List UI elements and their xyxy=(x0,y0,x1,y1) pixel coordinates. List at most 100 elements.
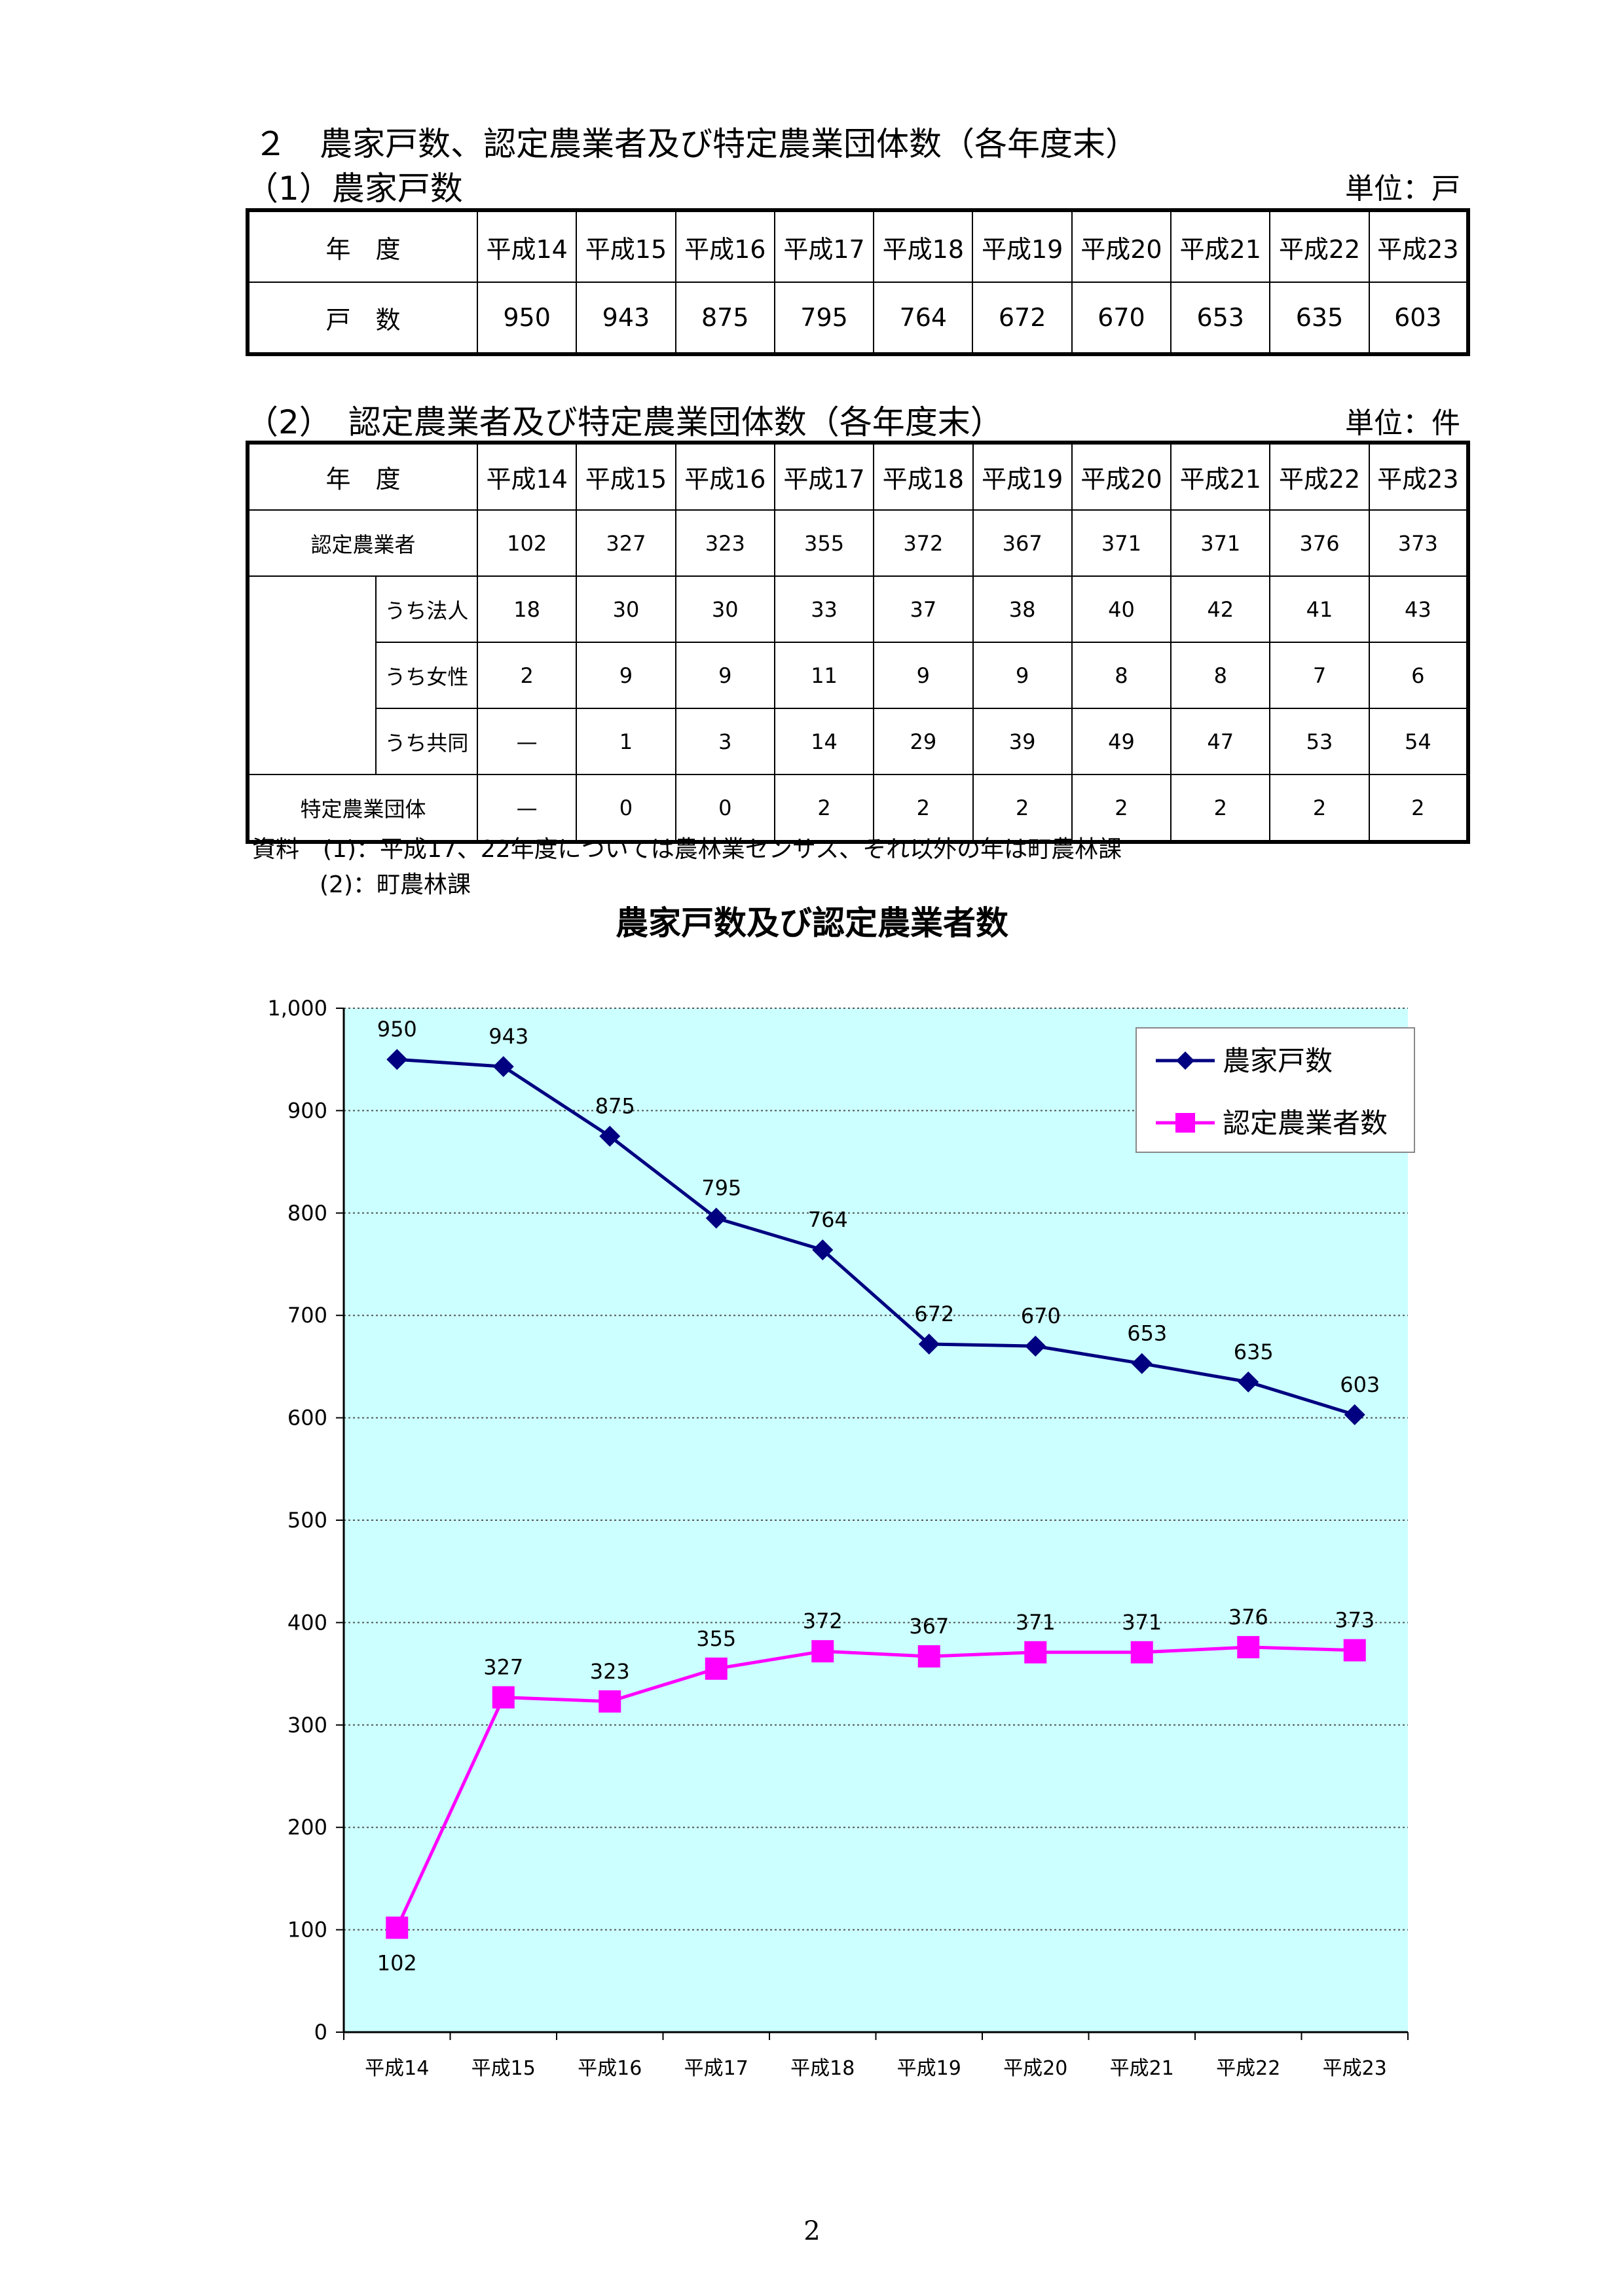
value-cell: 37 xyxy=(873,575,974,643)
year-cell: 平成23 xyxy=(1368,210,1469,283)
x-tick-label: 平成14 xyxy=(365,2057,429,2080)
value-cell: 0 xyxy=(674,774,775,843)
value-cell: 376 xyxy=(1269,509,1370,577)
y-tick-label: 100 xyxy=(287,1918,327,1942)
year-cell: 平成16 xyxy=(674,442,775,511)
data-point xyxy=(386,1916,409,1939)
legend-label: 認定農業者数 xyxy=(1223,1107,1388,1139)
value-cell: 327 xyxy=(576,509,676,577)
year-cell: 平成18 xyxy=(873,442,974,511)
source-note-1: 資料 (1)：平成17、22年度については農林業センサス、それ以外の年は町農林課 xyxy=(252,836,1122,863)
value-cell: 635 xyxy=(1269,282,1370,355)
data-label: 950 xyxy=(377,1017,417,1042)
value-cell: 38 xyxy=(972,575,1073,643)
table-row: 認定農業者 102 327 323 355 372 367 371 371 37… xyxy=(246,509,1469,577)
data-point xyxy=(705,1657,728,1680)
row-label: 特定農業団体 xyxy=(246,774,479,843)
data-point xyxy=(811,1640,834,1663)
y-tick-label: 200 xyxy=(287,1815,327,1840)
value-cell: 2 xyxy=(1071,774,1172,843)
section1-title: （1）農家戸数 xyxy=(246,170,463,208)
value-cell: 49 xyxy=(1071,708,1172,775)
value-cell: 43 xyxy=(1368,575,1469,643)
year-cell: 平成22 xyxy=(1269,210,1370,283)
year-cell: 平成23 xyxy=(1368,442,1469,511)
value-cell: 2 xyxy=(1170,774,1271,843)
value-cell: — xyxy=(477,708,578,775)
row-label: うち女性 xyxy=(375,642,479,709)
year-cell: 平成17 xyxy=(773,442,875,511)
value-cell: 950 xyxy=(476,282,578,355)
table-header-row: 年 度 平成14 平成15 平成16 平成17 平成18 平成19 平成20 平… xyxy=(246,442,1469,511)
value-cell: 9 xyxy=(674,642,775,709)
value-cell: 653 xyxy=(1170,282,1271,355)
data-label: 327 xyxy=(483,1655,523,1680)
certified-farmers-table: 年 度 平成14 平成15 平成16 平成17 平成18 平成19 平成20 平… xyxy=(246,441,1470,844)
section2-title: （2） 認定農業者及び特定農業団体数（各年度末） xyxy=(246,403,1003,441)
data-point xyxy=(1025,1336,1046,1357)
x-tick-label: 平成22 xyxy=(1216,2057,1280,2080)
x-tick-label: 平成15 xyxy=(471,2057,536,2080)
data-label: 367 xyxy=(909,1614,949,1639)
data-label: 670 xyxy=(1021,1303,1061,1328)
value-cell: 795 xyxy=(773,282,875,355)
y-tick-label: 800 xyxy=(287,1201,327,1226)
year-cell: 平成20 xyxy=(1071,442,1172,511)
value-cell: 11 xyxy=(773,642,875,709)
value-cell: 41 xyxy=(1269,575,1370,643)
value-cell: 3 xyxy=(674,708,775,775)
x-tick-label: 平成17 xyxy=(684,2057,748,2080)
data-point xyxy=(812,1239,834,1261)
value-cell: 371 xyxy=(1170,509,1271,577)
data-label: 372 xyxy=(803,1609,843,1633)
value-cell: 764 xyxy=(873,282,974,355)
data-label: 376 xyxy=(1228,1605,1268,1630)
value-cell: 0 xyxy=(576,774,676,843)
data-label: 373 xyxy=(1335,1608,1375,1633)
data-point xyxy=(1131,1353,1153,1374)
value-cell: 9 xyxy=(873,642,974,709)
data-label: 764 xyxy=(808,1207,848,1232)
y-tick-label: 400 xyxy=(287,1610,327,1635)
table-row: 特定農業団体 — 0 0 2 2 2 2 2 2 2 xyxy=(246,774,1469,843)
data-point xyxy=(705,1207,727,1229)
data-point xyxy=(1024,1641,1047,1664)
header-label: 年 度 xyxy=(247,210,478,283)
series-line xyxy=(395,1645,1355,1929)
page-heading: ２ 農家戸数、認定農業者及び特定農業団体数（各年度末） xyxy=(254,125,1138,163)
x-tick-label: 平成16 xyxy=(578,2057,642,2080)
data-label: 102 xyxy=(377,1950,417,1975)
row-label: 認定農業者 xyxy=(246,509,479,577)
farm-households-table: 年 度 平成14 平成15 平成16 平成17 平成18 平成19 平成20 平… xyxy=(246,208,1470,356)
year-cell: 平成19 xyxy=(972,442,1073,511)
data-point xyxy=(1237,1635,1260,1658)
data-label: 672 xyxy=(914,1302,954,1326)
data-point xyxy=(918,1333,940,1355)
value-cell: 47 xyxy=(1170,708,1271,775)
value-cell: 30 xyxy=(674,575,775,643)
year-cell: 平成20 xyxy=(1071,210,1172,283)
legend-label: 農家戸数 xyxy=(1223,1045,1333,1077)
data-point xyxy=(599,1690,621,1713)
data-label: 371 xyxy=(1122,1610,1162,1635)
value-cell: 670 xyxy=(1071,282,1172,355)
x-tick-label: 平成20 xyxy=(1003,2057,1067,2080)
value-cell: 8 xyxy=(1071,642,1172,709)
year-cell: 平成19 xyxy=(972,210,1073,283)
value-cell: 102 xyxy=(477,509,578,577)
value-cell: 39 xyxy=(972,708,1073,775)
y-tick-label: 1,000 xyxy=(267,996,327,1021)
data-label: 875 xyxy=(595,1094,635,1119)
value-cell: 9 xyxy=(576,642,676,709)
y-tick-label: 0 xyxy=(314,2020,327,2045)
value-cell: 2 xyxy=(477,642,578,709)
table-row: うち共同 — 1 3 14 29 39 49 47 53 54 xyxy=(248,708,1469,775)
data-point xyxy=(1130,1641,1153,1664)
value-cell: 29 xyxy=(873,708,974,775)
series-line xyxy=(397,1057,1356,1417)
data-label: 323 xyxy=(590,1659,630,1684)
value-cell: 8 xyxy=(1170,642,1271,709)
year-cell: 平成16 xyxy=(674,210,775,283)
data-point xyxy=(386,1049,408,1070)
value-cell: 30 xyxy=(576,575,676,643)
